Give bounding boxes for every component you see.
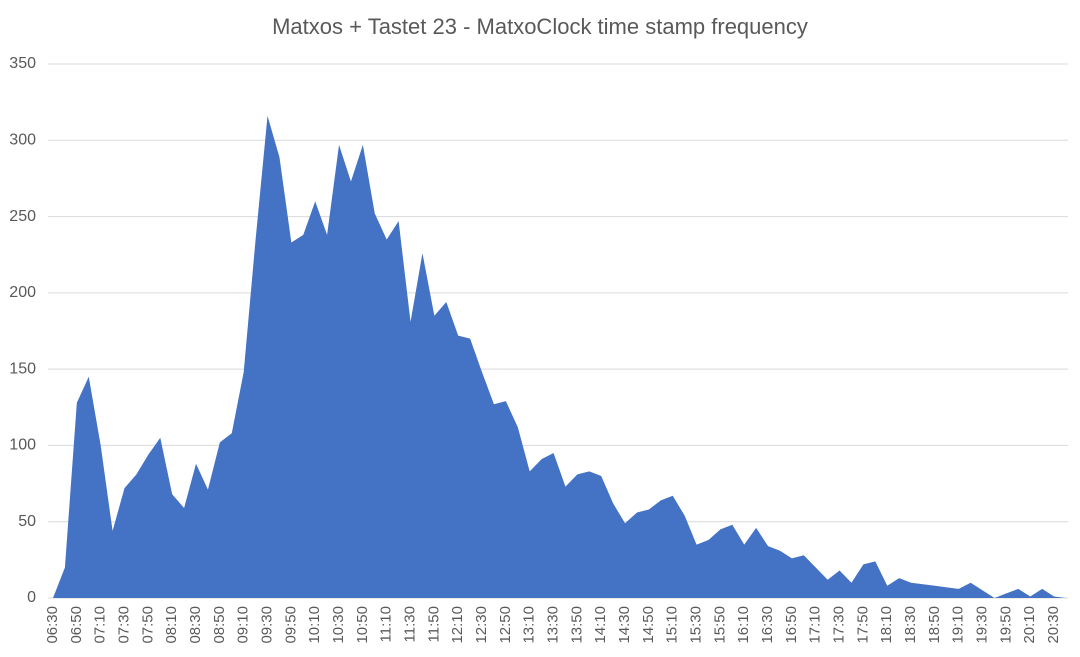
x-tick-label: 18:50 (926, 606, 943, 644)
x-tick-label: 20:30 (1045, 606, 1062, 644)
x-tick-label: 07:50 (139, 606, 156, 644)
x-tick-label: 10:50 (354, 606, 371, 644)
chart-title: Matxos + Tastet 23 - MatxoClock time sta… (272, 14, 808, 39)
x-tick-label: 16:50 (783, 606, 800, 644)
x-tick-label: 07:10 (92, 606, 109, 644)
x-tick-label: 17:10 (807, 606, 824, 644)
x-tick-label: 09:30 (258, 606, 275, 644)
x-tick-label: 12:30 (473, 606, 490, 644)
area (53, 115, 1066, 599)
x-tick-label: 14:30 (616, 606, 633, 644)
x-tick-label: 14:10 (592, 606, 609, 644)
y-tick-label: 100 (9, 437, 36, 454)
x-tick-label: 13:30 (545, 606, 562, 644)
x-tick-label: 17:30 (831, 606, 848, 644)
x-tick-label: 14:50 (640, 606, 657, 644)
x-tick-label: 20:10 (1021, 606, 1038, 644)
x-tick-label: 12:50 (497, 606, 514, 644)
x-tick-label: 19:10 (950, 606, 967, 644)
y-tick-label: 250 (9, 208, 36, 225)
x-tick-label: 11:10 (378, 606, 395, 642)
x-tick-label: 11:50 (425, 606, 442, 642)
x-tick-label: 15:10 (664, 606, 681, 644)
x-tick-label: 06:50 (68, 606, 85, 644)
x-tick-label: 06:30 (44, 606, 61, 644)
y-tick-label: 300 (9, 132, 36, 149)
y-tick-label: 150 (9, 360, 36, 377)
x-tick-label: 11:30 (401, 606, 418, 642)
x-tick-label: 16:30 (759, 606, 776, 644)
x-tick-label: 19:50 (997, 606, 1014, 644)
x-tick-label: 17:50 (854, 606, 871, 644)
x-tick-label: 10:10 (306, 606, 323, 644)
x-tick-label: 18:30 (902, 606, 919, 644)
y-tick-label: 350 (9, 55, 36, 72)
x-tick-label: 12:10 (449, 606, 466, 644)
x-tick-label: 10:30 (330, 606, 347, 644)
x-tick-label: 15:30 (688, 606, 705, 644)
x-tick-label: 13:50 (568, 606, 585, 644)
y-tick-label: 50 (18, 513, 36, 530)
x-tick-label: 08:10 (163, 606, 180, 644)
x-tick-label: 13:10 (521, 606, 538, 644)
x-tick-label: 18:10 (878, 606, 895, 644)
x-tick-label: 08:30 (187, 606, 204, 644)
x-tick-label: 15:50 (711, 606, 728, 644)
x-tick-label: 19:30 (974, 606, 991, 644)
x-tick-label: 16:10 (735, 606, 752, 644)
x-tick-label: 09:50 (282, 606, 299, 644)
x-tick-label: 08:50 (211, 606, 228, 644)
y-tick-label: 0 (27, 589, 36, 606)
x-tick-label: 07:30 (115, 606, 132, 644)
y-tick-label: 200 (9, 284, 36, 301)
x-tick-label: 09:10 (235, 606, 252, 644)
